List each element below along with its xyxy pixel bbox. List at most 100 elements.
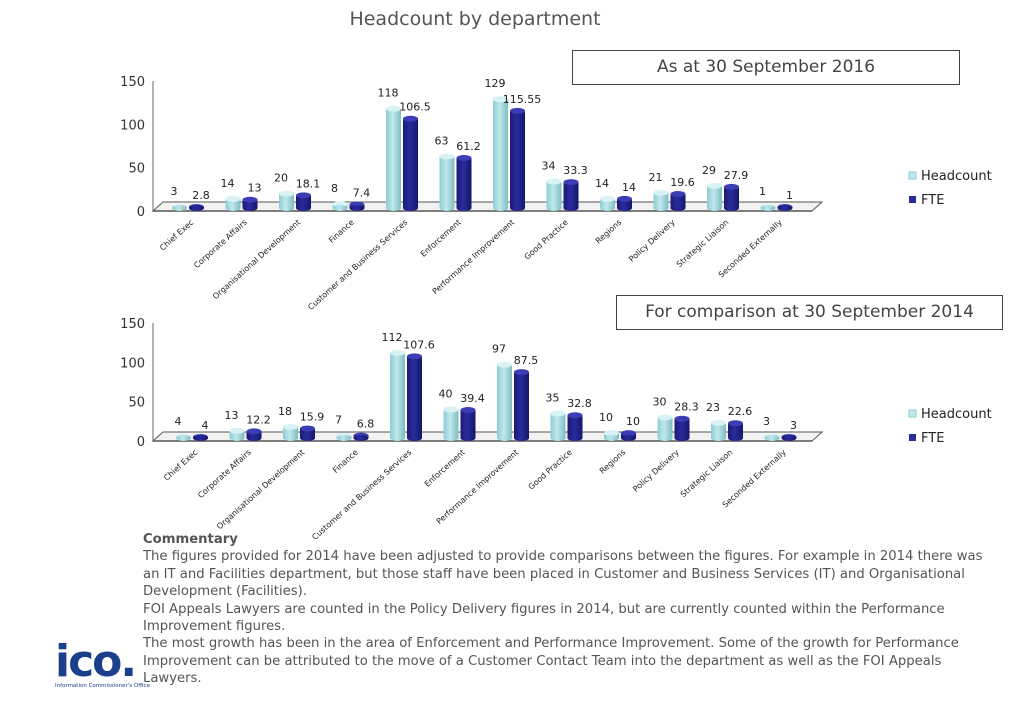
bar-headcount: [443, 409, 459, 438]
bar-fte: [728, 423, 743, 438]
data-label-headcount: 118: [378, 87, 399, 100]
category-label: Organisational Development: [215, 448, 306, 531]
data-label-fte: 22.6: [728, 405, 753, 418]
bar-top-fte: [242, 196, 258, 203]
bar-fte: [617, 198, 632, 208]
bar-top-headcount: [493, 96, 508, 103]
legend-fte-label: FTE: [921, 431, 944, 446]
category-label: Customer and Business Services: [310, 448, 413, 542]
data-label-headcount: 7: [335, 413, 342, 426]
bar-fte: [510, 110, 525, 208]
bar-fte: [407, 356, 422, 438]
bar-base-fte: [510, 205, 525, 211]
bar-base-headcount: [225, 205, 241, 211]
bar-base-headcount: [764, 435, 780, 441]
data-label-headcount: 29: [702, 164, 716, 177]
bar-base-fte: [724, 205, 739, 211]
data-label-fte: 32.8: [567, 397, 592, 410]
bar-top-headcount: [657, 414, 673, 421]
category-label: Policy Delivery: [631, 448, 681, 494]
bar-base-headcount: [550, 435, 566, 441]
bar-fte: [296, 195, 311, 208]
bar-top-fte: [621, 430, 636, 437]
bar-fte: [456, 157, 472, 208]
bar-base-headcount: [604, 435, 619, 441]
bar-base-headcount: [390, 435, 405, 441]
bar-top-headcount: [225, 195, 241, 202]
data-label-headcount: 21: [649, 171, 663, 184]
bar-fte: [246, 431, 262, 438]
data-label-headcount: 112: [382, 331, 403, 344]
data-label-headcount: 1: [759, 185, 766, 198]
bar-fte: [403, 118, 418, 208]
bar-base-fte: [514, 435, 529, 441]
bar-base-fte: [407, 435, 422, 441]
data-label-headcount: 35: [546, 391, 560, 404]
bar-base-fte: [242, 205, 258, 211]
data-label-fte: 7.4: [353, 187, 371, 200]
bar-base-fte: [567, 435, 583, 441]
bar-fte: [563, 182, 579, 208]
bar-fte: [670, 194, 686, 208]
y-tick-label: 0: [137, 205, 145, 220]
bar-top-fte: [674, 415, 690, 422]
bar-top-fte: [510, 107, 525, 114]
bar-fte: [242, 199, 258, 208]
data-label-fte: 4: [202, 419, 209, 432]
bar-headcount: [707, 185, 722, 208]
bar-top-headcount: [279, 190, 294, 197]
bar-fte: [674, 418, 690, 438]
legend-headcount-label: Headcount: [921, 169, 992, 184]
data-label-headcount: 40: [439, 388, 453, 401]
bar-fte: [300, 428, 315, 438]
data-label-fte: 19.6: [670, 176, 695, 189]
bar-top-headcount: [390, 349, 405, 356]
bar-base-headcount: [386, 205, 401, 211]
bar-headcount: [439, 156, 455, 208]
data-label-headcount: 4: [175, 415, 182, 428]
bar-base-fte: [189, 205, 204, 211]
y-tick-label: 150: [120, 75, 145, 90]
bar-headcount: [390, 352, 405, 438]
bar-top-headcount: [653, 189, 669, 196]
bar-base-headcount: [546, 205, 562, 211]
data-label-fte: 33.3: [563, 164, 588, 177]
bar-base-headcount: [279, 205, 294, 211]
category-label: Regions: [598, 448, 627, 476]
data-label-headcount: 3: [171, 185, 178, 198]
legend-headcount-swatch: [908, 171, 917, 180]
bar-base-headcount: [229, 435, 245, 441]
bar-base-fte: [670, 205, 686, 211]
y-tick-label: 100: [120, 118, 145, 133]
data-label-fte: 10: [626, 415, 640, 428]
data-label-headcount: 10: [599, 411, 613, 424]
bar-base-fte: [674, 435, 690, 441]
bar-headcount: [550, 413, 566, 438]
bar-top-fte: [724, 183, 739, 190]
commentary-paragraph-3: The most growth has been in the area of …: [143, 636, 959, 687]
bar-top-headcount: [283, 423, 298, 430]
chart-1-title: As at 30 September 2016: [572, 50, 960, 85]
bar-base-headcount: [707, 205, 722, 211]
bar-base-headcount: [336, 435, 352, 441]
y-tick-label: 150: [120, 317, 145, 332]
page-title: Headcount by department: [349, 8, 601, 30]
data-label-fte: 12.2: [246, 413, 271, 426]
bar-base-headcount: [600, 205, 615, 211]
bar-base-headcount: [176, 435, 191, 441]
data-label-fte: 107.6: [403, 338, 435, 351]
logo-mark: ico.: [55, 636, 137, 687]
chart-2-title: For comparison at 30 September 2014: [616, 295, 1003, 330]
data-label-headcount: 20: [274, 172, 288, 185]
legend-headcount-label: Headcount: [921, 407, 992, 422]
bar-top-headcount: [707, 182, 722, 189]
category-label: Finance: [331, 448, 360, 475]
bar-top-fte: [567, 412, 583, 419]
legend-fte-swatch: [909, 434, 916, 441]
bar-top-fte: [617, 195, 632, 202]
bar-headcount: [657, 417, 673, 438]
bar-headcount: [283, 426, 298, 438]
bar-top-headcount: [229, 427, 245, 434]
legend-fte-swatch: [909, 196, 916, 203]
